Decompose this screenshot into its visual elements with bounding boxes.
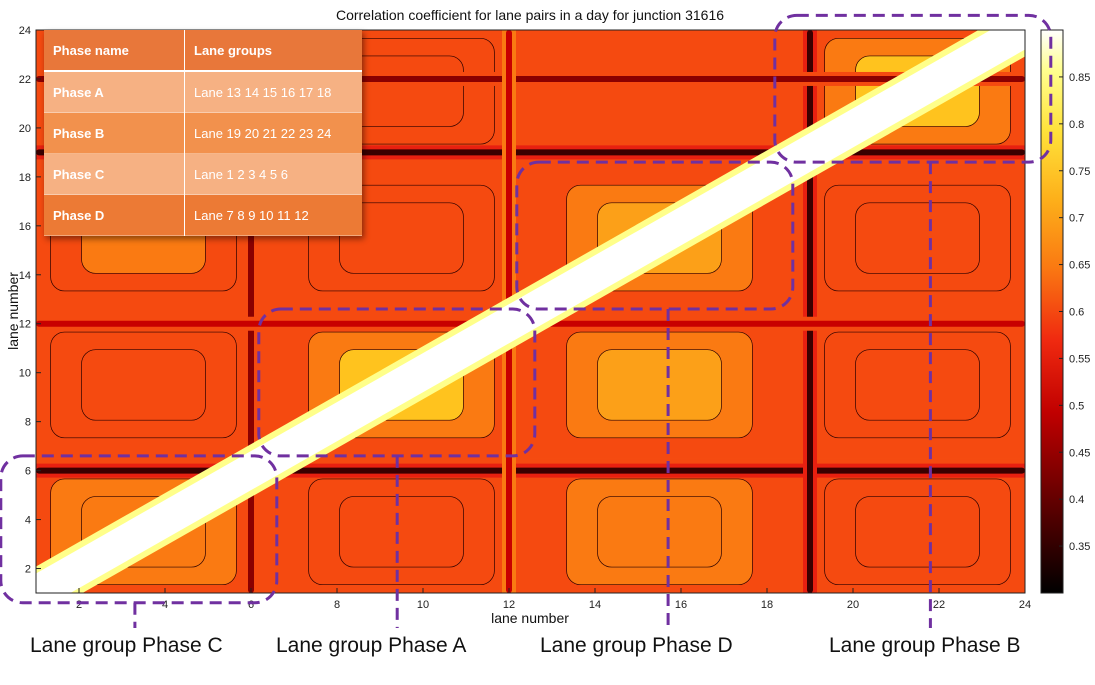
- y-tick-label: 14: [19, 270, 31, 282]
- phase-lane-table: Phase name Lane groups Phase A Lane 13 1…: [44, 30, 362, 236]
- x-tick-label: 20: [847, 599, 859, 611]
- colorbar-tick-label: 0.85: [1069, 72, 1090, 84]
- x-tick-label: 4: [162, 599, 168, 611]
- contour-block: [855, 349, 980, 421]
- colorbar-tick-label: 0.45: [1069, 447, 1090, 459]
- colorbar-tick-label: 0.8: [1069, 119, 1084, 131]
- y-tick-label: 8: [25, 417, 31, 429]
- diagonal-line: [36, 30, 1025, 593]
- chart-title: Correlation coefficient for lane pairs i…: [336, 7, 724, 23]
- contour-block: [81, 349, 206, 421]
- y-tick-label: 20: [19, 123, 31, 135]
- x-tick-label: 24: [1019, 599, 1031, 611]
- lane-group-outline: [515, 160, 795, 311]
- x-tick-label: 2: [76, 599, 82, 611]
- phase-row: Phase B Lane 19 20 21 22 23 24: [44, 112, 362, 154]
- x-axis-ticks: 2 4 6 8 10 12 14 16 18 20 22 24: [76, 588, 1031, 611]
- callout-phase-c: Lane group Phase C: [30, 634, 223, 657]
- y-tick-label: 22: [19, 74, 31, 86]
- colorbar-tick-label: 0.75: [1069, 166, 1090, 178]
- lane-group-annotations: [0, 13, 1053, 628]
- colorbar-tick-label: 0.55: [1069, 353, 1090, 365]
- x-tick-label: 10: [417, 599, 429, 611]
- colorbar-tick-label: 0.5: [1069, 400, 1084, 412]
- contour-block: [339, 496, 464, 568]
- phase-name-header: Phase name: [44, 30, 185, 72]
- x-tick-label: 22: [933, 599, 945, 611]
- phase-name-cell: Phase B: [44, 112, 185, 154]
- phase-name-cell: Phase A: [44, 71, 185, 113]
- y-tick-label: 16: [19, 221, 31, 233]
- phase-table-header: Phase name Lane groups: [44, 30, 362, 72]
- callout-phase-d: Lane group Phase D: [540, 634, 733, 657]
- y-axis-label: lane number: [5, 272, 21, 350]
- contour-block: [855, 496, 980, 568]
- low-band-core: [807, 30, 813, 593]
- contour-block: [530, 30, 789, 165]
- colorbar-tick-label: 0.6: [1069, 307, 1084, 319]
- lane-group-outline: [773, 13, 1053, 164]
- x-tick-label: 8: [334, 599, 340, 611]
- lane-group-cell: Lane 7 8 9 10 11 12: [184, 194, 362, 236]
- plot-area: [36, 30, 1025, 593]
- phase-row: Phase C Lane 1 2 3 4 5 6: [44, 153, 362, 195]
- colorbar-tick-label: 0.7: [1069, 213, 1084, 225]
- colorbar-tick-label: 0.65: [1069, 260, 1090, 272]
- y-tick-label: 2: [25, 564, 31, 576]
- plot-frame: [35, 29, 1026, 594]
- y-tick-label: 4: [25, 515, 31, 527]
- callout-phase-a: Lane group Phase A: [276, 634, 467, 657]
- lane-group-cell: Lane 19 20 21 22 23 24: [184, 112, 362, 154]
- lane-groups-header: Lane groups: [184, 30, 362, 72]
- x-tick-label: 6: [248, 599, 254, 611]
- y-tick-label: 18: [19, 172, 31, 184]
- contour-block: [339, 202, 464, 274]
- colorbar-tick-label: 0.35: [1069, 541, 1090, 553]
- contour-block: [855, 202, 980, 274]
- lane-group-cell: Lane 13 14 15 16 17 18: [184, 71, 362, 113]
- y-tick-label: 24: [19, 25, 31, 37]
- x-tick-label: 18: [761, 599, 773, 611]
- x-tick-label: 16: [675, 599, 687, 611]
- colorbar-tick-label: 0.4: [1069, 494, 1084, 506]
- phase-name-cell: Phase C: [44, 153, 185, 195]
- x-axis-label: lane number: [491, 610, 569, 626]
- x-tick-label: 12: [503, 599, 515, 611]
- low-band-core: [36, 467, 1025, 474]
- lane-group-outline: [0, 454, 279, 605]
- contour-block: [597, 349, 722, 421]
- lane-group-cell: Lane 1 2 3 4 5 6: [184, 153, 362, 195]
- x-tick-label: 14: [589, 599, 601, 611]
- phase-row: Phase A Lane 13 14 15 16 17 18: [44, 71, 362, 113]
- y-tick-label: 10: [19, 368, 31, 380]
- colorbar-ticks: 0.35 0.4 0.45 0.5 0.55 0.6 0.65 0.7 0.75 0.8 0.85: [1059, 72, 1090, 553]
- diagonal-band: [36, 30, 1025, 593]
- callout-phase-b: Lane group Phase B: [829, 634, 1021, 657]
- phase-name-cell: Phase D: [44, 194, 185, 236]
- y-tick-label: 12: [19, 319, 31, 331]
- phase-row: Phase D Lane 7 8 9 10 11 12: [44, 194, 362, 236]
- y-tick-label: 6: [25, 466, 31, 478]
- contour-block: [597, 496, 722, 568]
